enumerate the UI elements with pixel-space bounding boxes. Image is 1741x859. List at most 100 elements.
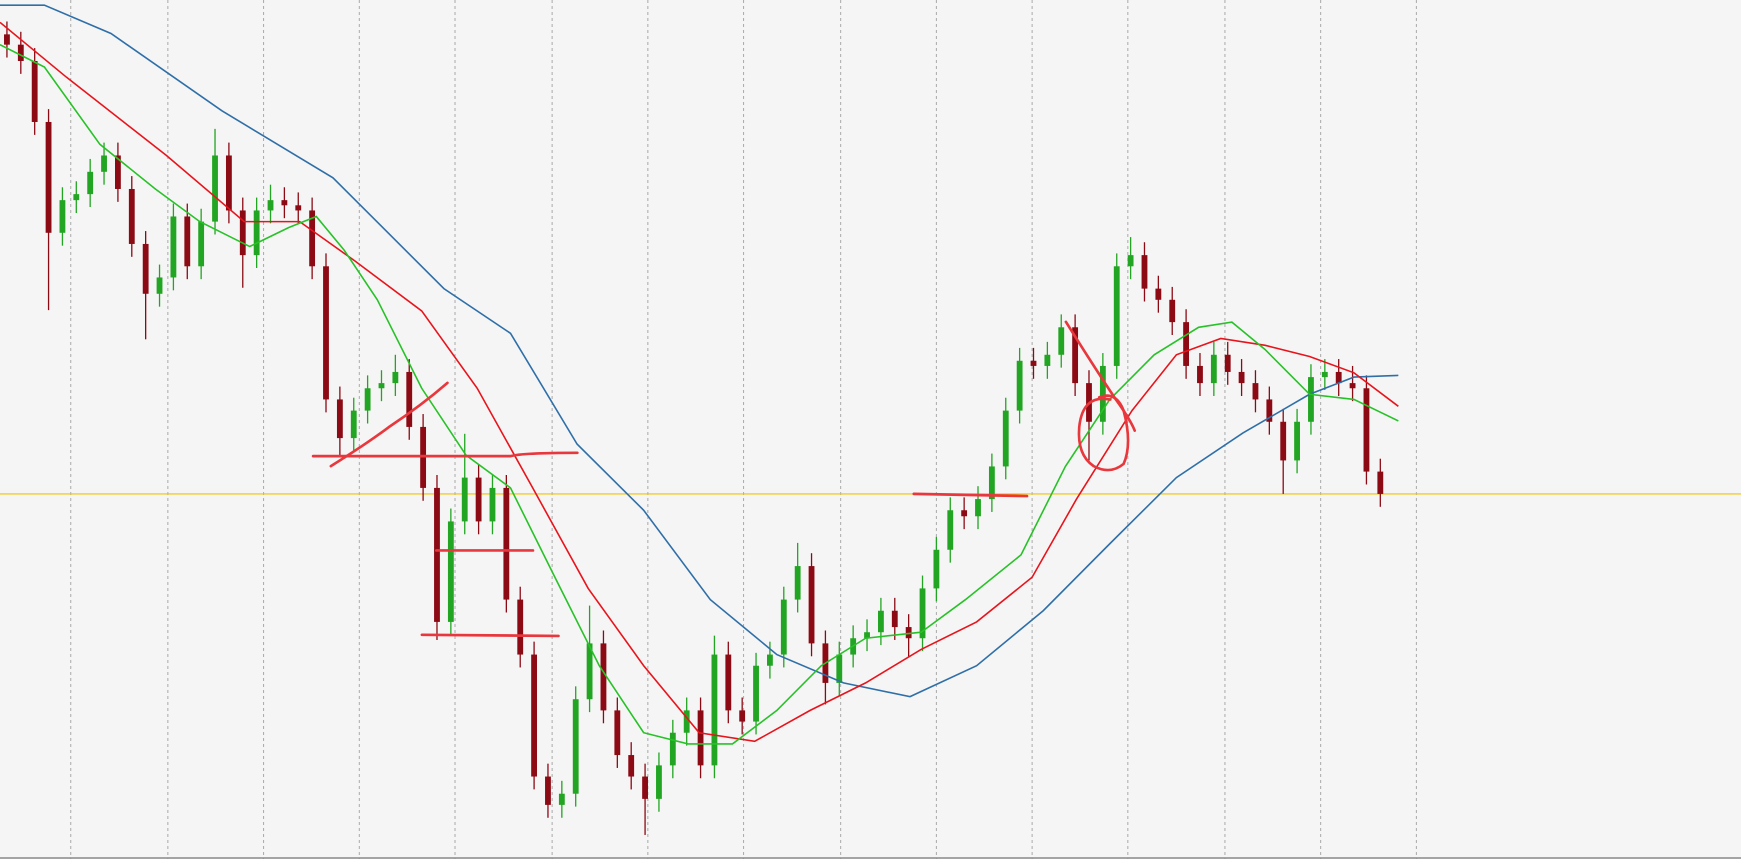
candle-body <box>128 188 135 244</box>
candle-body <box>794 566 801 600</box>
candle-body <box>1169 299 1176 323</box>
candle-body <box>572 699 579 794</box>
candle-body <box>4 34 10 45</box>
candle-body <box>1044 354 1051 366</box>
candle-body <box>933 549 940 589</box>
candle-body <box>406 371 413 427</box>
candle-body <box>1127 255 1134 267</box>
candle-body <box>531 654 538 777</box>
candle-body <box>1294 421 1300 461</box>
candle-body <box>1224 354 1231 372</box>
candle-body <box>489 487 496 522</box>
candle-body <box>739 710 746 722</box>
candle-body <box>1030 360 1037 366</box>
candle-body <box>115 155 121 189</box>
candle-body <box>198 221 205 267</box>
candle-body <box>891 610 898 628</box>
candle-body <box>808 566 815 644</box>
support-line <box>420 633 560 638</box>
candle-body <box>1377 471 1384 494</box>
candle-body <box>600 643 607 711</box>
trend-stroke <box>329 381 449 468</box>
candle-body <box>392 371 399 384</box>
candle-body <box>295 205 302 211</box>
candle-body <box>1197 365 1203 384</box>
candle-body <box>517 599 524 655</box>
candle-body <box>1308 377 1314 422</box>
candle-body <box>961 510 968 517</box>
candle-body <box>1363 388 1370 472</box>
candle-body <box>323 266 329 400</box>
candle-body <box>434 487 440 622</box>
candle-body <box>864 632 870 639</box>
candle-body <box>877 610 884 633</box>
moving-average-line <box>0 21 1399 743</box>
candle-body <box>447 521 454 622</box>
candle-body <box>1016 360 1023 411</box>
candle-body <box>309 210 316 267</box>
candle-body <box>1155 288 1162 300</box>
candle-body <box>947 510 954 550</box>
candle-body <box>697 710 704 766</box>
candle-body <box>1280 421 1287 461</box>
candle-body <box>364 388 371 411</box>
candle-body <box>558 793 565 805</box>
support-line <box>311 451 579 458</box>
candle-body <box>1335 371 1342 384</box>
candle-body <box>461 477 468 522</box>
candle-body <box>975 499 981 517</box>
candle-body <box>475 477 482 522</box>
candle-body <box>1238 371 1245 384</box>
candle-body <box>184 216 191 267</box>
candle-body <box>239 210 246 256</box>
candle-body <box>281 200 288 206</box>
support-line <box>912 492 1029 498</box>
candle-body <box>725 654 732 711</box>
candle-body <box>45 121 52 233</box>
candle-body <box>225 155 232 211</box>
candle-body <box>614 710 621 756</box>
candle-body <box>988 466 995 500</box>
candle-body <box>17 44 24 61</box>
candle-body <box>753 665 759 722</box>
candle-body <box>919 588 926 639</box>
candle-body <box>669 732 676 766</box>
candle-body <box>101 155 107 172</box>
candle-body <box>1321 371 1328 378</box>
candle-body <box>156 277 163 294</box>
candle-body <box>1002 410 1009 467</box>
candle-body <box>1058 327 1065 355</box>
candle-body <box>545 776 551 805</box>
candle-body <box>683 710 690 733</box>
candle-body <box>336 399 343 439</box>
moving-average-line <box>0 43 1399 745</box>
candle-body <box>59 200 66 233</box>
candle-body <box>31 60 38 122</box>
candle-body <box>142 243 149 294</box>
candle-body <box>836 654 843 683</box>
candle-body <box>503 487 510 600</box>
candle-body <box>1113 266 1120 366</box>
circle-mark <box>1077 394 1130 472</box>
candle-body <box>212 155 218 222</box>
candle-body <box>253 210 260 256</box>
candle-body <box>656 765 662 799</box>
candle-body <box>642 776 648 799</box>
candle-body <box>1141 255 1148 289</box>
candle-body <box>905 627 912 639</box>
marks <box>0 4 1399 835</box>
candle-body <box>350 410 357 439</box>
candle-body <box>1072 327 1079 384</box>
candle-body <box>780 599 787 655</box>
candle-body <box>1099 365 1106 422</box>
candle-body <box>1252 383 1259 400</box>
candle-body <box>1210 354 1217 384</box>
candle-body <box>1349 383 1356 389</box>
candle-body <box>378 383 385 389</box>
candle-body <box>628 755 635 777</box>
candle-body <box>170 216 177 278</box>
moving-average-line <box>0 4 1399 698</box>
